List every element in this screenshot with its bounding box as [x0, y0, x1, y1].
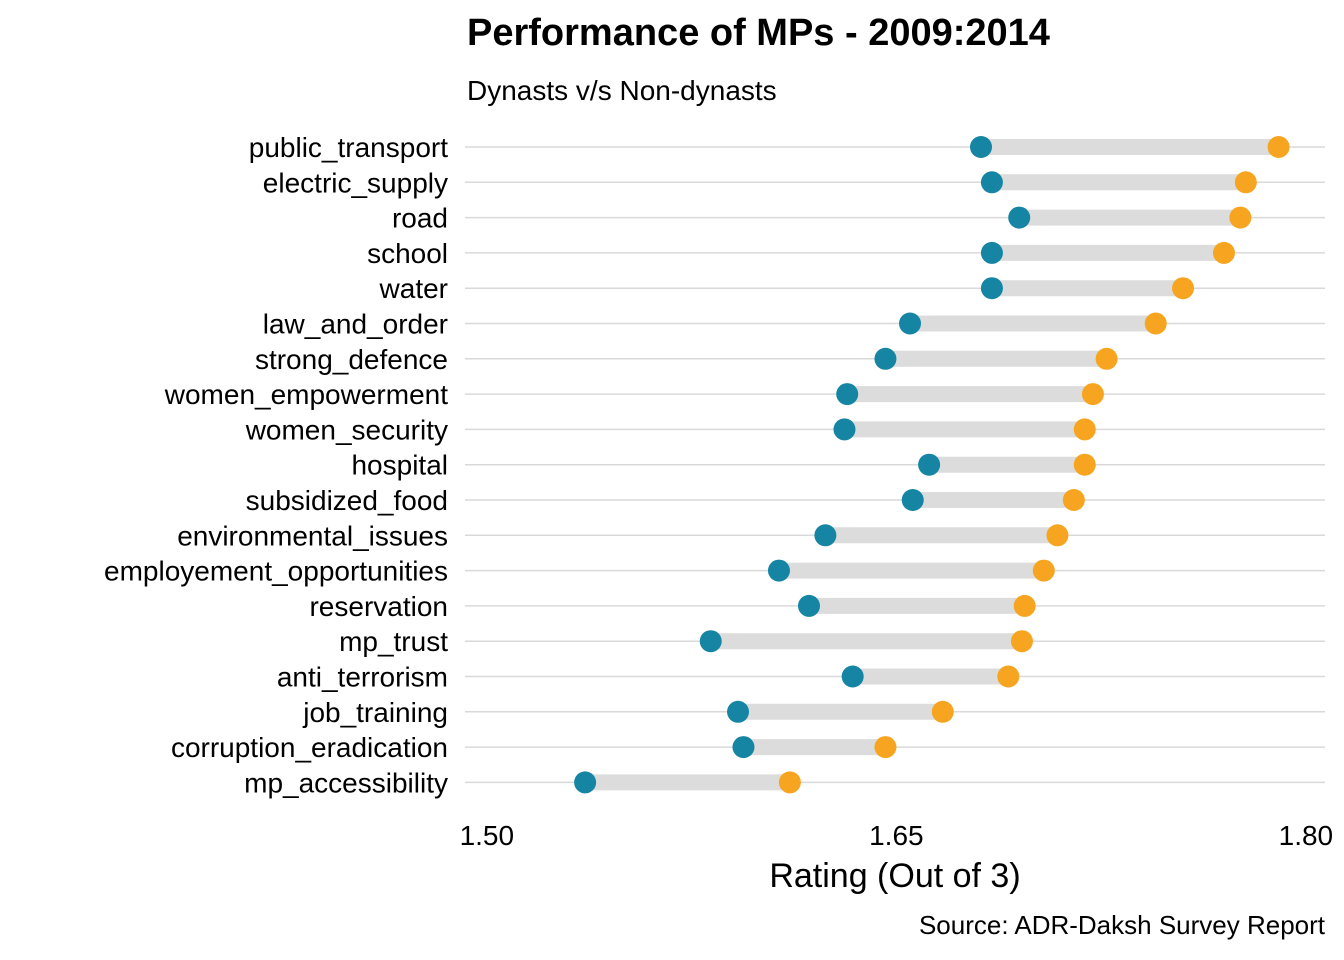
x-axis-title: Rating (Out of 3) [769, 857, 1020, 895]
non-dynast-point [997, 665, 1020, 688]
non-dynast-point [1062, 489, 1085, 511]
chart-subtitle: Dynasts v/s Non-dynasts [467, 75, 777, 106]
non-dynast-point [1172, 277, 1195, 300]
y-axis-label: mp_trust [339, 626, 448, 657]
dynast-point [874, 347, 897, 370]
dynast-point [727, 700, 750, 723]
y-axis-label: subsidized_food [246, 485, 448, 516]
non-dynast-point [1046, 524, 1069, 547]
non-dynast-point [1144, 312, 1167, 335]
non-dynast-point [1032, 559, 1055, 582]
y-axis-label: reservation [309, 591, 448, 622]
x-tick-label: 1.50 [460, 820, 515, 851]
dynast-point [798, 594, 820, 617]
gridlines [465, 146, 1325, 784]
y-axis-label: mp_accessibility [244, 767, 448, 798]
dynast-point [918, 453, 941, 476]
y-axis-label: public_transport [249, 132, 448, 163]
chart-title: Performance of MPs - 2009:2014 [467, 12, 1050, 54]
y-axis-label: women_empowerment [164, 379, 448, 410]
dynast-point [699, 630, 722, 653]
y-axis-label: environmental_issues [177, 520, 448, 551]
y-axis-label: employement_opportunities [104, 556, 448, 587]
non-dynast-points [778, 136, 1290, 794]
non-dynast-point [1010, 630, 1033, 653]
dynast-points [574, 136, 1031, 794]
y-axis-label: hospital [351, 450, 448, 481]
x-tick-label: 1.65 [869, 820, 924, 851]
non-dynast-point [1212, 241, 1235, 264]
dynast-point [1008, 206, 1031, 229]
y-axis-label: law_and_order [263, 309, 448, 340]
dynast-point [732, 736, 755, 759]
dynast-point [980, 277, 1003, 300]
non-dynast-point [931, 700, 954, 723]
dynast-point [574, 771, 597, 794]
dynast-point [980, 171, 1003, 194]
x-tick-label: 1.80 [1279, 820, 1334, 851]
non-dynast-point [1073, 453, 1096, 476]
non-dynast-point [1095, 347, 1118, 370]
non-dynast-point [1013, 594, 1036, 617]
non-dynast-point [1081, 383, 1104, 406]
dynast-point [841, 665, 864, 688]
non-dynast-point [1234, 171, 1257, 194]
y-axis-label: water [379, 273, 448, 304]
non-dynast-point [778, 771, 801, 794]
dynast-point [901, 489, 924, 511]
y-axis-label: road [392, 203, 448, 234]
non-dynast-point [1267, 136, 1290, 158]
non-dynast-point [1229, 206, 1252, 229]
dynast-point [836, 383, 859, 406]
non-dynast-point [874, 736, 897, 759]
dynast-point [899, 312, 922, 335]
dynast-point [767, 559, 790, 582]
chart-caption: Source: ADR-Daksh Survey Report [918, 910, 1325, 940]
y-axis-label: women_security [245, 414, 448, 445]
y-axis-label: school [367, 238, 448, 269]
y-axis-label: corruption_eradication [171, 732, 448, 763]
non-dynast-point [1073, 418, 1096, 441]
y-axis-label: strong_defence [255, 344, 448, 375]
dynast-point [970, 136, 992, 158]
y-axis-label: electric_supply [263, 167, 448, 198]
x-axis-ticks: 1.50 1.65 1.80 [460, 820, 1334, 851]
y-axis-label: anti_terrorism [277, 662, 448, 693]
dynast-point [814, 524, 837, 547]
dynast-point [833, 418, 856, 441]
dynast-point [980, 241, 1003, 264]
dumbbell-segments [585, 139, 1279, 791]
y-axis-label: job_training [302, 697, 448, 728]
